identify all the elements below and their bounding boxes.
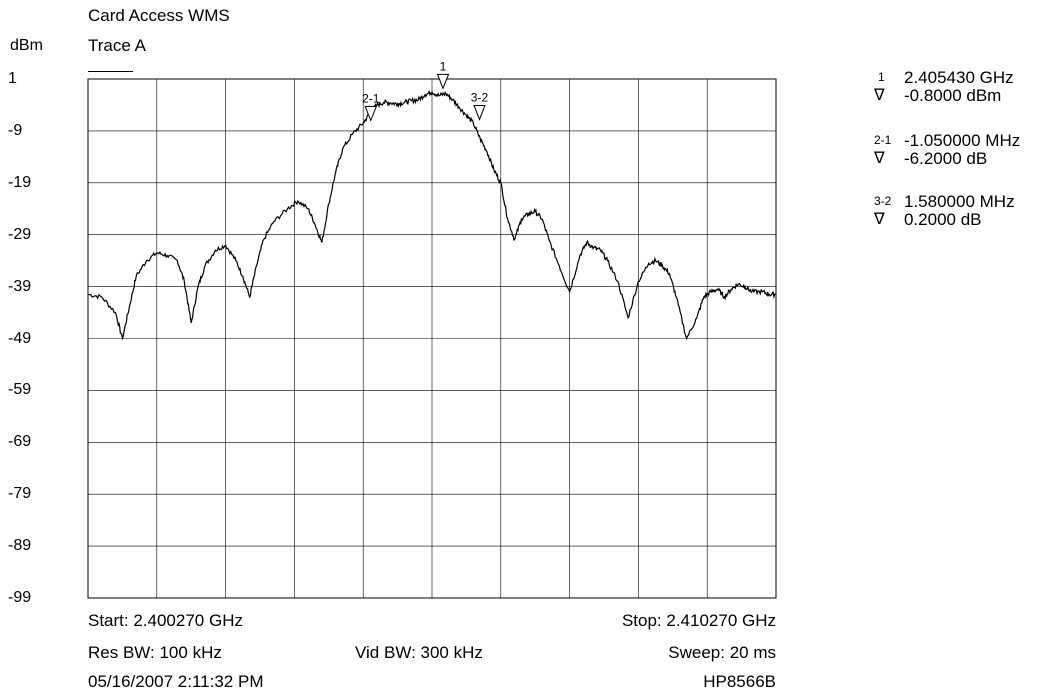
readout-3-id: 3-2 bbox=[874, 194, 892, 208]
readout-3-marker-icon: ∇ bbox=[874, 211, 885, 228]
y-tick-label: -69 bbox=[8, 433, 32, 451]
instrument-model: HP8566B bbox=[703, 672, 776, 691]
y-tick-label: -89 bbox=[8, 537, 32, 555]
resolution-bandwidth: Res BW: 100 kHz bbox=[88, 643, 222, 662]
readout-1-id: 1 bbox=[878, 70, 885, 84]
plot-grid bbox=[88, 79, 776, 598]
readout-1-marker-icon: ∇ bbox=[874, 87, 885, 104]
y-tick-label: -9 bbox=[8, 121, 23, 139]
marker-3-2-label: 3-2 bbox=[471, 90, 489, 104]
readout-3-freq: 1.580000 MHz bbox=[904, 192, 1015, 211]
plot-markers: 1 2-1 3-2 bbox=[362, 59, 489, 122]
trace-label: Trace A bbox=[88, 36, 146, 55]
readout-1-freq: 2.405430 GHz bbox=[904, 68, 1014, 87]
readout-2-value: -6.2000 dB bbox=[904, 149, 988, 168]
marker-3-2-icon bbox=[473, 104, 486, 121]
trace-line-sample bbox=[88, 71, 133, 72]
y-tick-label: -99 bbox=[8, 589, 32, 606]
sweep-time: Sweep: 20 ms bbox=[668, 643, 776, 662]
readout-3-value: 0.2000 dB bbox=[904, 210, 982, 229]
y-unit-label: dBm bbox=[10, 37, 43, 54]
y-tick-label: -59 bbox=[8, 381, 32, 399]
marker-2-1-icon bbox=[364, 106, 378, 122]
marker-1-label: 1 bbox=[440, 59, 447, 73]
video-bandwidth: Vid BW: 300 kHz bbox=[355, 643, 483, 662]
y-tick-label: -49 bbox=[8, 329, 32, 347]
marker-2-1-label: 2-1 bbox=[362, 92, 380, 106]
timestamp: 05/16/2007 2:11:32 PM bbox=[88, 672, 264, 691]
y-tick-label: -29 bbox=[8, 225, 32, 243]
y-tick-label: -39 bbox=[8, 277, 32, 295]
readout-2-freq: -1.050000 MHz bbox=[904, 131, 1021, 150]
start-frequency: Start: 2.400270 GHz bbox=[88, 611, 243, 630]
plot-frame bbox=[87, 78, 777, 599]
readout-2-id: 2-1 bbox=[874, 133, 892, 147]
trace-a-line bbox=[87, 90, 777, 341]
chart-title: Card Access WMS bbox=[88, 6, 230, 25]
y-tick-label: 1 bbox=[8, 70, 17, 87]
y-tick-label: -79 bbox=[8, 485, 32, 503]
readout-1-value: -0.8000 dBm bbox=[904, 86, 1002, 105]
stop-frequency: Stop: 2.410270 GHz bbox=[621, 611, 776, 630]
marker-1-icon bbox=[436, 73, 450, 90]
y-tick-label: -19 bbox=[8, 173, 32, 191]
readout-2-marker-icon: ∇ bbox=[874, 150, 885, 167]
